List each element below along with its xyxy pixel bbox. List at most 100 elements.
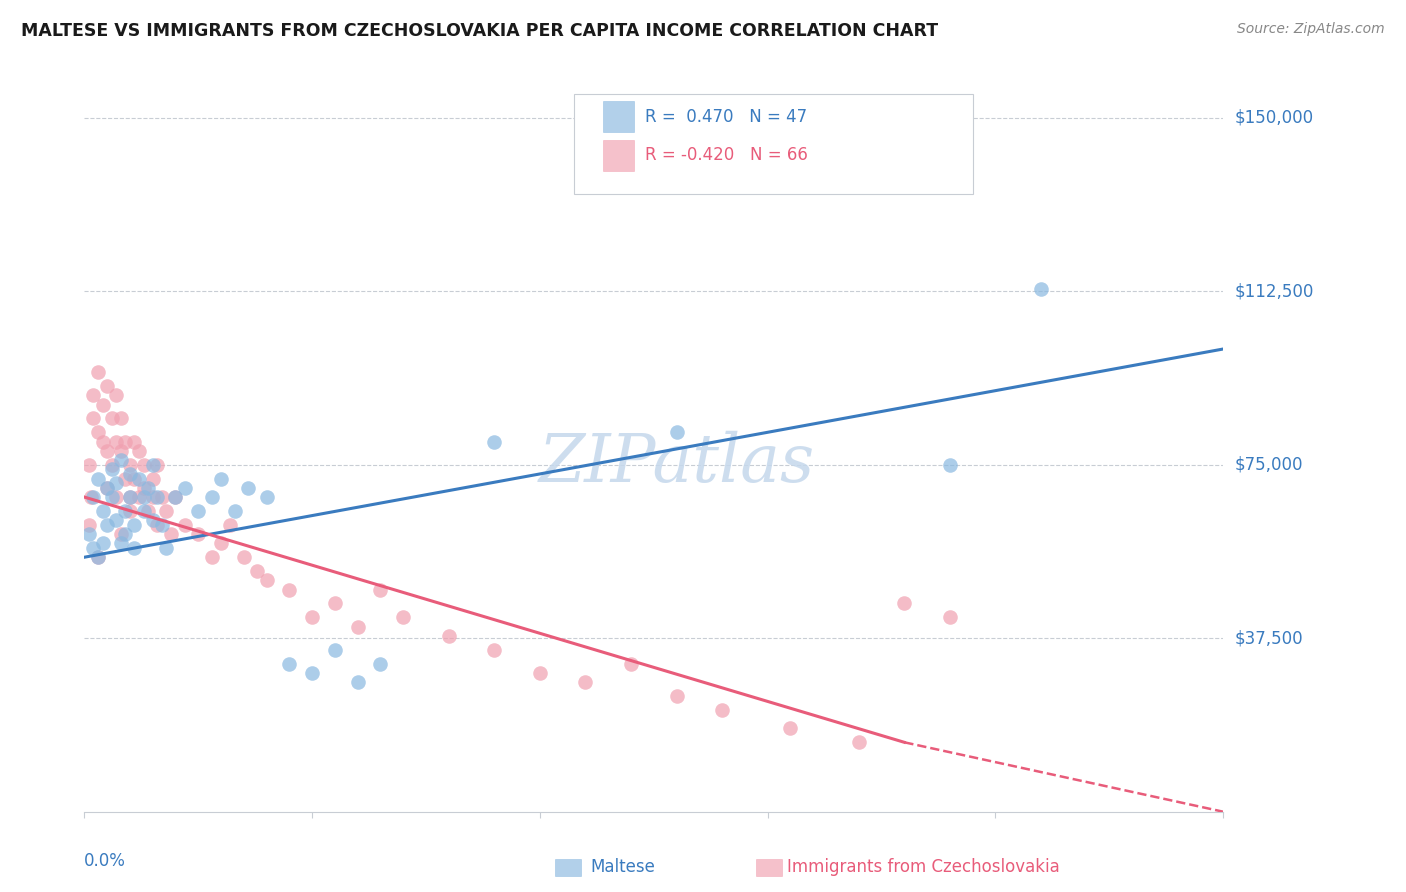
- Text: R = -0.420   N = 66: R = -0.420 N = 66: [645, 146, 807, 164]
- Point: [105, 434, 128, 449]
- Point: [100, 490, 122, 504]
- Point: [87, 365, 110, 379]
- Point: [132, 481, 155, 495]
- Point: [574, 675, 596, 690]
- Point: [150, 517, 173, 532]
- Point: [136, 481, 159, 495]
- Point: [346, 675, 368, 690]
- Point: [82, 388, 104, 402]
- Point: [91, 504, 114, 518]
- Point: [91, 434, 114, 449]
- Point: [82, 490, 104, 504]
- Point: [142, 513, 165, 527]
- Point: [256, 490, 278, 504]
- Text: 0.0%: 0.0%: [84, 853, 127, 871]
- Point: [80, 490, 103, 504]
- Point: [110, 536, 132, 550]
- Point: [118, 490, 141, 504]
- Point: [219, 517, 242, 532]
- Point: [939, 610, 962, 624]
- Point: [224, 504, 246, 518]
- Point: [146, 490, 169, 504]
- Point: [246, 564, 269, 578]
- Point: [484, 434, 506, 449]
- Point: [96, 379, 118, 393]
- Point: [136, 504, 159, 518]
- Point: [110, 527, 132, 541]
- Point: [124, 434, 146, 449]
- Point: [779, 722, 801, 736]
- Point: [187, 504, 209, 518]
- Text: $150,000: $150,000: [1234, 109, 1313, 127]
- Bar: [756, 859, 782, 876]
- Point: [893, 597, 915, 611]
- Point: [100, 458, 122, 472]
- Point: [173, 517, 195, 532]
- Point: [160, 527, 183, 541]
- Point: [142, 458, 165, 472]
- Text: $75,000: $75,000: [1234, 456, 1303, 474]
- Point: [529, 665, 551, 680]
- Point: [323, 642, 346, 657]
- Point: [132, 490, 155, 504]
- Point: [110, 443, 132, 458]
- Point: [201, 490, 224, 504]
- Text: MALTESE VS IMMIGRANTS FROM CZECHOSLOVAKIA PER CAPITA INCOME CORRELATION CHART: MALTESE VS IMMIGRANTS FROM CZECHOSLOVAKI…: [21, 22, 938, 40]
- Point: [301, 610, 323, 624]
- Point: [110, 453, 132, 467]
- Bar: [555, 859, 581, 876]
- Point: [105, 490, 128, 504]
- Point: [665, 425, 688, 440]
- Point: [209, 471, 232, 485]
- Point: [155, 541, 177, 555]
- Point: [87, 550, 110, 565]
- Text: R =  0.470   N = 47: R = 0.470 N = 47: [645, 108, 807, 126]
- Point: [82, 541, 104, 555]
- Point: [232, 550, 254, 565]
- Point: [346, 619, 368, 633]
- Point: [209, 536, 232, 550]
- Point: [124, 471, 146, 485]
- Point: [939, 458, 962, 472]
- Point: [91, 536, 114, 550]
- Point: [173, 481, 195, 495]
- Point: [124, 517, 146, 532]
- Text: $112,500: $112,500: [1234, 282, 1313, 300]
- Point: [96, 481, 118, 495]
- Point: [187, 527, 209, 541]
- Point: [165, 490, 187, 504]
- Point: [118, 490, 141, 504]
- Text: ZIPatlas: ZIPatlas: [538, 431, 814, 496]
- Point: [105, 476, 128, 491]
- Point: [128, 490, 150, 504]
- Point: [256, 574, 278, 588]
- Point: [114, 471, 136, 485]
- Point: [146, 458, 169, 472]
- Point: [278, 582, 301, 597]
- Point: [155, 504, 177, 518]
- Point: [128, 443, 150, 458]
- Point: [114, 527, 136, 541]
- Point: [665, 689, 688, 703]
- Point: [278, 657, 301, 671]
- Point: [118, 504, 141, 518]
- Point: [77, 517, 100, 532]
- Point: [1029, 282, 1052, 296]
- Point: [114, 434, 136, 449]
- Point: [91, 398, 114, 412]
- Point: [370, 582, 392, 597]
- Point: [201, 550, 224, 565]
- Point: [392, 610, 415, 624]
- Point: [87, 550, 110, 565]
- Point: [323, 597, 346, 611]
- Point: [87, 471, 110, 485]
- Point: [118, 458, 141, 472]
- Point: [100, 462, 122, 476]
- Bar: [603, 140, 634, 170]
- Point: [118, 467, 141, 481]
- Text: $37,500: $37,500: [1234, 629, 1303, 648]
- Point: [96, 443, 118, 458]
- Point: [124, 541, 146, 555]
- Point: [238, 481, 260, 495]
- Point: [132, 458, 155, 472]
